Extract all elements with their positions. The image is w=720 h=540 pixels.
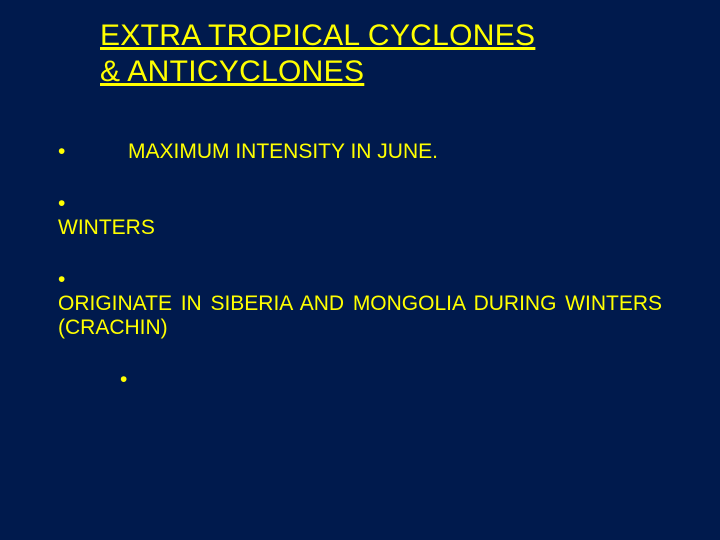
title-line-1: EXTRA TROPICAL CYCLONES bbox=[100, 19, 535, 52]
bullet-marker-icon: • bbox=[58, 268, 662, 292]
slide-body: •MAXIMUM INTENSITY IN JUNE. • WINTERS • … bbox=[58, 140, 662, 420]
bullet-text: MAXIMUM INTENSITY IN JUNE. bbox=[128, 140, 438, 163]
bullet-marker-icon: • bbox=[58, 192, 662, 216]
bullet-marker-icon: • bbox=[120, 368, 127, 391]
bullet-item: • bbox=[58, 368, 662, 392]
slide: EXTRA TROPICAL CYCLONES & ANTICYCLONES •… bbox=[0, 0, 720, 540]
bullet-marker-icon: • bbox=[58, 140, 128, 164]
slide-title: EXTRA TROPICAL CYCLONES & ANTICYCLONES bbox=[100, 18, 535, 90]
bullet-item: • ORIGINATE IN SIBERIA AND MONGOLIA DURI… bbox=[58, 268, 662, 340]
bullet-item: • WINTERS bbox=[58, 192, 662, 240]
bullet-item: •MAXIMUM INTENSITY IN JUNE. bbox=[58, 140, 662, 164]
bullet-text: WINTERS bbox=[58, 216, 662, 240]
title-line-2: & ANTICYCLONES bbox=[100, 55, 364, 88]
bullet-text: ORIGINATE IN SIBERIA AND MONGOLIA DURING… bbox=[58, 292, 662, 340]
